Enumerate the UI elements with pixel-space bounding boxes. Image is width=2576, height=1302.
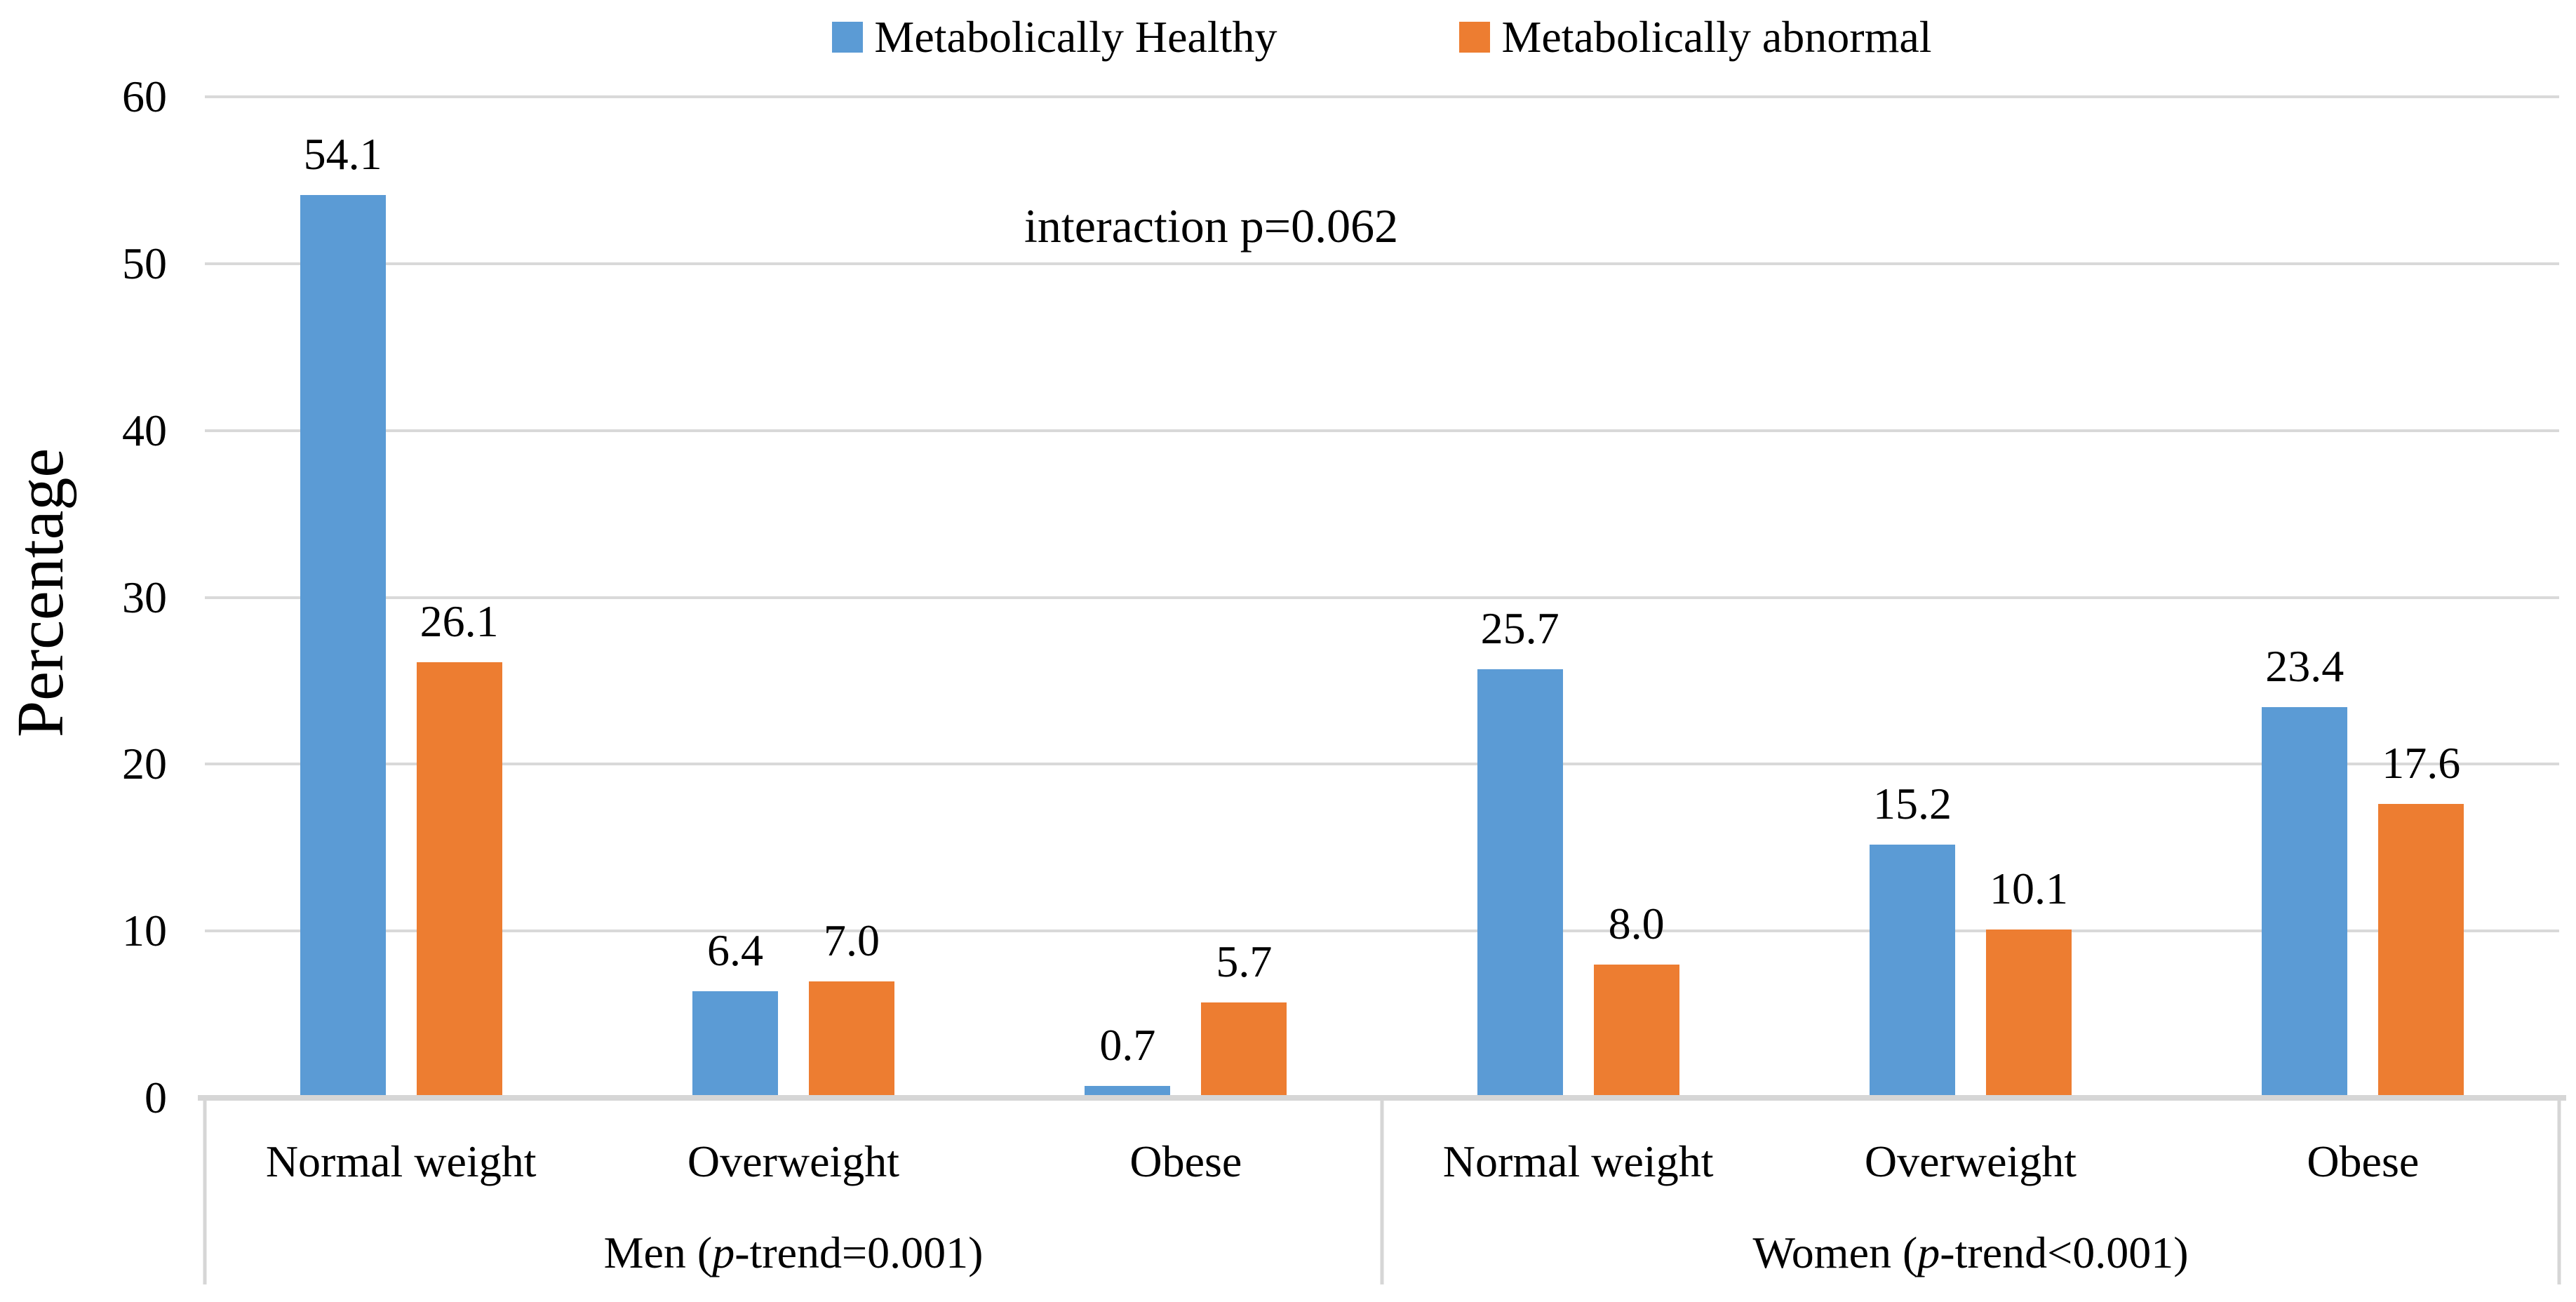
plot-area: 54.1 26.1 6.4 7.0 0.7 5.7 25.7 8.0 15.2 10.1 23.4 1… xyxy=(198,95,2566,1101)
legend-item: Metabolically abnormal xyxy=(1459,12,1932,62)
bar xyxy=(2262,707,2348,1098)
bar-with-label: 26.1 xyxy=(416,97,502,1098)
bar-group-slot: 23.4 17.6 xyxy=(2167,97,2559,1098)
legend-swatch-icon xyxy=(1459,22,1491,53)
group-label-suffix: -trend<0.001) xyxy=(1940,1228,2189,1277)
bar xyxy=(1869,844,1955,1098)
bar-value-label: 25.7 xyxy=(1480,603,1559,653)
category-label: Normal weight xyxy=(1442,1136,1714,1186)
bar-value-label: 10.1 xyxy=(1989,863,2068,913)
category-label: Obese xyxy=(2307,1136,2420,1186)
legend-swatch-icon xyxy=(832,22,864,53)
axis-divider xyxy=(1380,1101,1384,1284)
bar-value-label: 0.7 xyxy=(1099,1020,1156,1071)
bar-with-label: 23.4 xyxy=(2262,97,2348,1098)
y-tick-label: 60 xyxy=(122,72,167,121)
category-axis-labels: Normal weight Overweight Obese Normal weigh… xyxy=(205,1138,2559,1185)
gridline xyxy=(205,929,2559,933)
bar-with-label: 0.7 xyxy=(1085,97,1171,1098)
bar-value-label: 15.2 xyxy=(1872,778,1952,828)
bar xyxy=(1593,964,1679,1098)
gridline xyxy=(205,95,2559,98)
bar-group-slot: 0.7 5.7 xyxy=(990,97,1382,1098)
bar-with-label: 10.1 xyxy=(1985,97,2072,1098)
group-label: Men (p-trend=0.001) xyxy=(205,1229,1382,1276)
bar xyxy=(300,195,386,1098)
bar-group-slot: 15.2 10.1 xyxy=(1774,97,2166,1098)
bar-with-label: 8.0 xyxy=(1593,97,1679,1098)
chart-legend: Metabolically Healthy Metabolically abnor… xyxy=(205,13,2559,62)
bar xyxy=(2378,804,2464,1098)
group-label-p-italic: p xyxy=(1917,1228,1940,1277)
y-tick-label: 40 xyxy=(122,405,167,455)
bar xyxy=(808,981,894,1098)
bar xyxy=(416,662,502,1098)
category-label: Normal weight xyxy=(265,1136,537,1186)
bar-value-label: 26.1 xyxy=(420,596,499,647)
gridline xyxy=(205,596,2559,599)
legend-label: Metabolically abnormal xyxy=(1501,12,1932,62)
group-label: Women (p-trend<0.001) xyxy=(1382,1229,2559,1276)
y-axis-tick-labels: 0 10 20 30 40 50 60 xyxy=(0,74,167,1120)
bar-with-label: 54.1 xyxy=(300,97,386,1098)
bar-slots: 54.1 26.1 6.4 7.0 0.7 5.7 25.7 8.0 15.2 10.1 23.4 1… xyxy=(205,97,2559,1098)
legend-label: Metabolically Healthy xyxy=(874,12,1277,62)
category-label: Overweight xyxy=(687,1136,900,1186)
gridline xyxy=(205,262,2559,265)
bar-group-slot: 54.1 26.1 xyxy=(205,97,597,1098)
bar xyxy=(1985,929,2072,1098)
bar xyxy=(692,991,778,1098)
group-label-p-italic: p xyxy=(712,1228,735,1277)
y-tick-label: 0 xyxy=(145,1073,167,1122)
group-label-suffix: -trend=0.001) xyxy=(734,1228,984,1277)
bar-group-slot: 25.7 8.0 xyxy=(1382,97,1774,1098)
y-tick-label: 20 xyxy=(122,739,167,789)
bar-with-label: 6.4 xyxy=(692,97,778,1098)
bar-with-label: 25.7 xyxy=(1477,97,1563,1098)
bar-with-label: 15.2 xyxy=(1869,97,1955,1098)
bar xyxy=(1201,1002,1287,1098)
group-axis-labels: Men (p-trend=0.001) Women (p-trend<0.001) xyxy=(205,1229,2559,1276)
bar xyxy=(1085,1086,1171,1098)
group-label-prefix: Men ( xyxy=(603,1228,713,1277)
gridline xyxy=(205,763,2559,766)
y-tick-label: 50 xyxy=(122,238,167,288)
bar-with-label: 17.6 xyxy=(2378,97,2464,1098)
bar-value-label: 5.7 xyxy=(1216,937,1273,987)
bar-value-label: 23.4 xyxy=(2265,641,2344,692)
bar-group-slot: 6.4 7.0 xyxy=(597,97,989,1098)
bar-value-label: 54.1 xyxy=(303,129,382,180)
bar-with-label: 7.0 xyxy=(808,97,894,1098)
x-axis-line xyxy=(198,1095,2566,1101)
axis-divider xyxy=(203,1101,207,1284)
bar-value-label: 7.0 xyxy=(823,915,880,965)
group-label-prefix: Women ( xyxy=(1752,1228,1918,1277)
category-label: Overweight xyxy=(1864,1136,2077,1186)
bar-value-label: 6.4 xyxy=(706,925,763,975)
bar-value-label: 17.6 xyxy=(2382,738,2461,788)
category-label: Obese xyxy=(1129,1136,1242,1186)
axis-divider xyxy=(2557,1101,2561,1284)
legend-item: Metabolically Healthy xyxy=(832,15,1277,60)
bar-value-label: 8.0 xyxy=(1608,898,1665,948)
y-tick-label: 30 xyxy=(122,572,167,622)
gridline xyxy=(205,429,2559,432)
y-tick-label: 10 xyxy=(122,906,167,956)
bar xyxy=(1477,669,1563,1098)
interaction-p-annotation: interaction p=0.062 xyxy=(1024,199,1399,253)
bar-with-label: 5.7 xyxy=(1201,97,1287,1098)
